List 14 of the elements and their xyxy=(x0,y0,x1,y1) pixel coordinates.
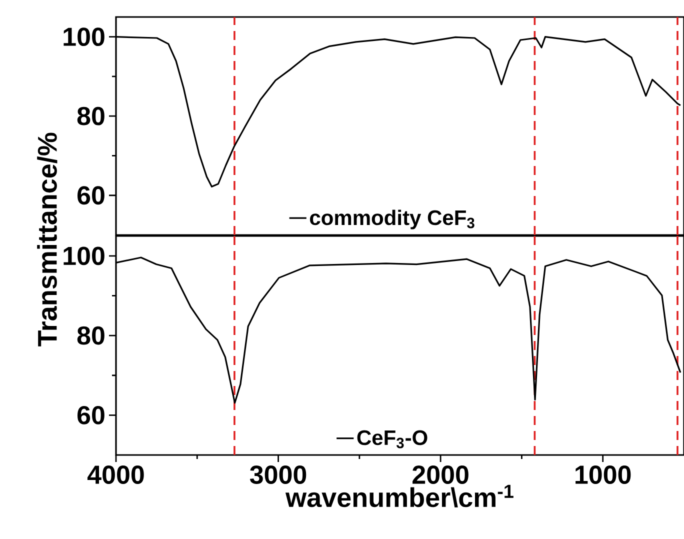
y-tick-label: 60 xyxy=(78,406,104,424)
y-tick-label: 80 xyxy=(77,326,104,345)
legend-label: commodity CeF$_{3}$ xyxy=(310,210,474,230)
y-tick-label: 100 xyxy=(64,28,104,46)
x-axis-title: wavenumber\cm$^{-1}$ xyxy=(285,484,514,508)
y-tick-label: 60 xyxy=(78,186,104,205)
y-tick-label: 100 xyxy=(64,246,104,266)
y-tick-label: 80 xyxy=(77,106,104,126)
x-tick-label: 4000 xyxy=(87,466,144,484)
x-tick-label: 2000 xyxy=(412,466,468,484)
x-tick-label: 1000 xyxy=(576,466,631,484)
y-axis-title: Transmittance/% xyxy=(37,132,58,346)
x-tick-label: 3000 xyxy=(250,466,306,484)
legend-label: CeF$_{3}$-O xyxy=(357,430,428,448)
